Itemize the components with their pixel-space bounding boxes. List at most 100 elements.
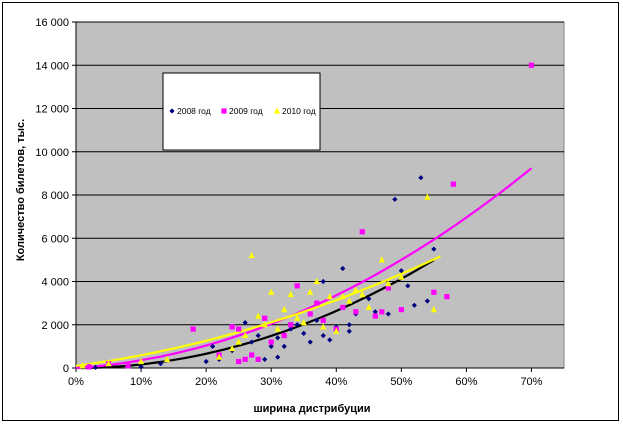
point-series-0 <box>431 246 437 252</box>
point-series-0 <box>320 278 326 285</box>
point-series-0 <box>262 356 268 362</box>
point-series-1 <box>125 363 131 369</box>
x-tick-label: 40% <box>325 376 347 388</box>
point-series-0 <box>307 339 313 345</box>
point-series-2 <box>385 280 392 287</box>
point-series-1 <box>190 326 196 332</box>
point-series-0 <box>268 343 274 349</box>
point-series-2 <box>398 273 405 280</box>
point-series-0 <box>157 361 164 367</box>
point-series-0 <box>327 337 333 343</box>
point-series-1 <box>294 283 300 289</box>
y-tick-label: 0 <box>63 363 69 375</box>
legend-marker-0 <box>169 108 175 114</box>
point-series-1 <box>281 332 287 339</box>
point-series-1 <box>314 300 320 306</box>
point-series-2 <box>163 355 171 362</box>
point-series-2 <box>300 318 307 326</box>
point-series-2 <box>229 344 236 352</box>
legend-marker-2 <box>273 107 281 114</box>
y-tick-label: 2 000 <box>41 320 69 332</box>
legend-box <box>162 72 321 151</box>
point-series-1 <box>372 313 378 319</box>
point-series-0 <box>249 339 255 345</box>
y-tick-label: 16 000 <box>35 17 69 29</box>
point-series-1 <box>353 309 359 315</box>
point-series-2 <box>261 321 268 328</box>
point-series-0 <box>346 328 352 334</box>
point-series-0 <box>398 268 404 274</box>
trend-line-1 <box>75 167 533 370</box>
point-series-2 <box>268 288 275 295</box>
point-series-0 <box>242 319 248 326</box>
data-points <box>79 62 535 370</box>
point-series-0 <box>138 364 144 370</box>
point-series-1 <box>307 311 313 317</box>
point-series-0 <box>372 309 378 315</box>
legend-marker-1 <box>221 108 227 114</box>
point-series-2 <box>216 353 223 360</box>
point-series-1 <box>528 62 535 68</box>
x-axis-title: ширина дистрибуции <box>253 403 370 415</box>
point-series-2 <box>346 297 353 304</box>
point-series-2 <box>326 293 333 300</box>
point-series-1 <box>236 326 242 332</box>
point-series-2 <box>281 306 288 313</box>
point-series-1 <box>236 358 242 365</box>
point-series-2 <box>235 338 242 345</box>
point-series-2 <box>294 314 301 321</box>
legend-label-2: 2010 год <box>282 106 316 116</box>
point-series-1 <box>288 322 294 328</box>
trend-lines <box>75 167 533 370</box>
point-series-0 <box>203 358 209 365</box>
point-series-0 <box>418 175 424 181</box>
point-series-2 <box>430 306 437 313</box>
point-series-0 <box>346 322 352 328</box>
point-series-1 <box>242 356 248 362</box>
point-series-1 <box>359 229 365 235</box>
point-series-1 <box>340 304 346 311</box>
point-series-2 <box>313 277 320 285</box>
point-series-2 <box>105 360 112 367</box>
trend-line-0 <box>76 259 435 370</box>
point-series-0 <box>424 298 430 304</box>
point-series-0 <box>411 302 417 308</box>
point-series-0 <box>281 343 287 349</box>
point-series-1 <box>450 181 456 187</box>
point-series-2 <box>137 357 145 365</box>
point-series-1 <box>268 339 274 345</box>
point-series-0 <box>255 332 261 339</box>
legend: 2008 год 2009 год 2010 год <box>162 72 321 151</box>
point-series-1 <box>262 315 268 321</box>
point-series-2 <box>307 288 314 295</box>
point-series-2 <box>333 327 340 334</box>
gridlines <box>72 21 564 372</box>
point-series-2 <box>424 193 431 200</box>
x-tick-label: 60% <box>455 376 477 388</box>
point-series-2 <box>378 256 385 263</box>
point-series-0 <box>92 364 99 370</box>
point-series-2 <box>255 312 262 319</box>
x-tick-label: 70% <box>520 376 542 388</box>
point-series-0 <box>320 332 326 339</box>
x-tick-label: 20% <box>195 376 217 388</box>
y-tick-label: 6 000 <box>41 233 69 245</box>
point-series-0 <box>294 322 300 328</box>
trend-line-2 <box>75 255 441 367</box>
point-series-2 <box>352 286 359 293</box>
point-series-0 <box>288 326 294 332</box>
y-tick-label: 12 000 <box>35 104 69 116</box>
y-axis-title: Количество билетов, тыс. <box>15 119 27 261</box>
point-series-2 <box>339 293 346 300</box>
point-series-2 <box>79 362 86 369</box>
x-tick-label: 10% <box>130 376 152 388</box>
point-series-0 <box>314 317 320 324</box>
point-series-2 <box>359 290 366 298</box>
point-series-0 <box>392 196 398 202</box>
tick-labels: 0 2 000 4 000 6 000 8 000 10 000 12 000 14 000 1… <box>35 17 542 388</box>
x-tick-label: 50% <box>390 376 412 388</box>
x-tick-label: 0% <box>68 376 84 388</box>
point-series-2 <box>320 323 327 330</box>
point-series-0 <box>301 330 307 336</box>
